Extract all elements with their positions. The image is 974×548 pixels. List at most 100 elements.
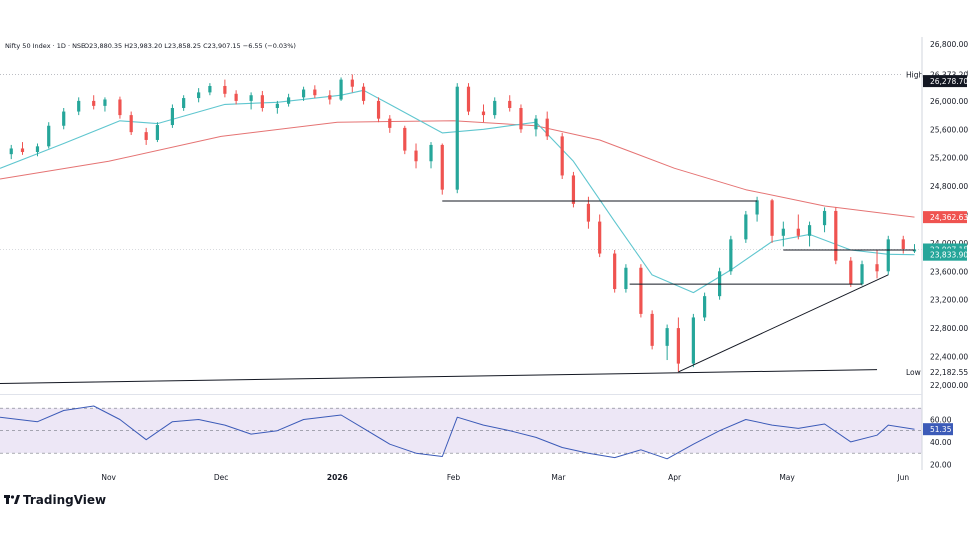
candle-body — [849, 260, 853, 285]
price-marker-label-bg — [903, 69, 922, 80]
candle — [534, 115, 538, 137]
candle — [47, 122, 51, 149]
price-tick-label: 23,200.00 — [930, 296, 968, 305]
x-axis-label: May — [779, 473, 795, 482]
x-axis-label: Nov — [101, 473, 116, 482]
price-marker-badge — [923, 248, 967, 261]
candle-body — [534, 118, 538, 130]
candle — [234, 90, 238, 105]
price-marker-bg — [923, 365, 967, 378]
candle-body — [103, 99, 107, 106]
trendline — [0, 369, 878, 384]
tradingview-logo-text: TradingView — [23, 493, 106, 507]
rsi-current-value: 51.35 — [930, 425, 952, 434]
candle-body — [650, 313, 654, 346]
rsi-line — [0, 405, 915, 460]
candle-body — [834, 210, 838, 261]
header-symbol: Nifty 50 Index · 1D · NSE — [5, 42, 85, 50]
candle-body — [639, 267, 643, 314]
candle — [571, 171, 576, 208]
rsi-current-badge — [923, 423, 953, 436]
candle-body — [665, 328, 669, 346]
price-marker-badge — [923, 75, 967, 88]
price-tick-label: 22,000.00 — [930, 381, 968, 390]
candle — [414, 143, 418, 169]
candle — [403, 125, 407, 155]
candle — [691, 313, 695, 368]
trendline — [678, 274, 889, 373]
rsi-tick-label: 40.00 — [930, 438, 952, 447]
candle-body — [350, 79, 354, 87]
candle-body — [376, 100, 381, 119]
candle-body — [260, 95, 264, 108]
candle — [182, 95, 186, 111]
candle — [598, 214, 602, 258]
candle-body — [519, 108, 523, 130]
candle — [103, 97, 107, 112]
candle-body — [388, 118, 392, 128]
price-marker-value: 26,278.70 — [930, 77, 968, 86]
candle-body — [807, 225, 812, 236]
candle — [155, 122, 160, 143]
price-tick-label: 22,400.00 — [930, 353, 968, 362]
candle — [260, 90, 264, 112]
price-marker-label: Low — [906, 368, 921, 377]
candle — [807, 221, 812, 247]
candle-body — [328, 95, 332, 100]
candle-body — [598, 221, 602, 254]
candle — [560, 132, 564, 179]
candle — [275, 100, 279, 114]
candle-body — [62, 111, 66, 126]
candle-body — [77, 100, 81, 112]
tradingview-logo[interactable]: TradingView — [4, 493, 106, 507]
candle-body — [586, 203, 591, 222]
price-marker: 24,362.63 — [923, 211, 968, 224]
candle-body — [286, 97, 291, 104]
x-axis-label: Feb — [447, 473, 461, 482]
price-tick-label: 26,800.00 — [930, 40, 968, 49]
candle-body — [170, 108, 175, 126]
candle — [519, 104, 523, 133]
candle — [35, 143, 40, 157]
candle-body — [223, 85, 227, 94]
candle — [466, 83, 471, 116]
candle-body — [691, 317, 695, 364]
candle — [339, 77, 343, 101]
candle — [508, 95, 512, 112]
candle-body — [703, 296, 707, 318]
candle — [781, 221, 785, 247]
candle-body — [860, 264, 864, 285]
candle-body — [92, 100, 96, 106]
candle — [744, 210, 748, 243]
x-axis-label: Mar — [551, 473, 566, 482]
candle-body — [129, 115, 133, 133]
price-tick-label: 26,000.00 — [930, 97, 968, 106]
price-marker-value: 23,833.90 — [930, 251, 968, 260]
candle — [429, 142, 433, 169]
candle — [639, 264, 643, 318]
candle — [822, 207, 827, 233]
candle-body — [886, 239, 890, 272]
candle — [703, 292, 707, 321]
candle — [481, 104, 486, 123]
rsi-pane: 60.00 40.00 20.00 51.35 — [0, 405, 953, 469]
rsi-tick-label: 20.00 — [930, 460, 952, 469]
candle — [770, 198, 774, 243]
x-axis-label: Dec — [214, 473, 229, 482]
candle — [170, 104, 175, 128]
price-tick-label: 25,600.00 — [930, 125, 968, 134]
candle — [77, 97, 81, 116]
candle-body — [339, 79, 343, 100]
candle — [92, 95, 96, 110]
candle-body — [770, 200, 774, 236]
x-axis-label: Jun — [896, 473, 909, 482]
candle — [901, 235, 905, 254]
candle — [729, 235, 733, 275]
candle-body — [403, 127, 407, 151]
candle — [860, 260, 864, 286]
candle-body — [796, 228, 800, 236]
candle — [440, 143, 444, 195]
candle-body — [875, 264, 879, 272]
candle-body — [9, 148, 13, 155]
candle — [586, 196, 591, 229]
